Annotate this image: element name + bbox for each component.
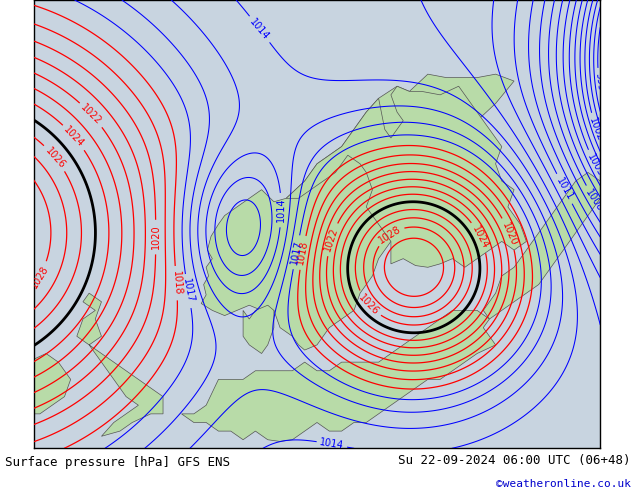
- Text: 1026: 1026: [357, 292, 381, 317]
- Text: 1024: 1024: [62, 125, 86, 149]
- Text: 1017: 1017: [181, 278, 195, 304]
- Polygon shape: [77, 293, 163, 436]
- Text: 1014: 1014: [248, 17, 271, 42]
- Text: 1017: 1017: [289, 239, 304, 265]
- Polygon shape: [181, 310, 496, 441]
- Polygon shape: [201, 74, 514, 350]
- Text: 1022: 1022: [323, 226, 340, 253]
- Text: 1005: 1005: [585, 152, 606, 178]
- Text: 1018: 1018: [171, 270, 183, 296]
- Text: ©weatheronline.co.uk: ©weatheronline.co.uk: [496, 479, 631, 489]
- Text: 1020: 1020: [151, 225, 161, 249]
- Text: 1014: 1014: [319, 438, 345, 451]
- Text: 1026: 1026: [43, 145, 67, 170]
- Text: 1022: 1022: [79, 102, 103, 127]
- Text: 1008: 1008: [584, 187, 605, 213]
- Polygon shape: [243, 305, 274, 353]
- Text: 999: 999: [593, 73, 605, 92]
- Text: 1028: 1028: [29, 264, 50, 290]
- Text: 1014: 1014: [276, 198, 287, 222]
- Text: 1028: 1028: [377, 223, 403, 245]
- Polygon shape: [286, 86, 526, 267]
- Text: 1024: 1024: [470, 224, 490, 250]
- Text: Surface pressure [hPa] GFS ENS: Surface pressure [hPa] GFS ENS: [5, 456, 230, 469]
- Text: 1020: 1020: [500, 220, 519, 247]
- Text: Su 22-09-2024 06:00 UTC (06+48): Su 22-09-2024 06:00 UTC (06+48): [398, 454, 631, 467]
- Polygon shape: [483, 172, 600, 319]
- Text: 1011: 1011: [554, 176, 575, 202]
- Polygon shape: [22, 353, 70, 414]
- Text: 1002: 1002: [588, 116, 605, 143]
- Text: 1018: 1018: [295, 240, 310, 266]
